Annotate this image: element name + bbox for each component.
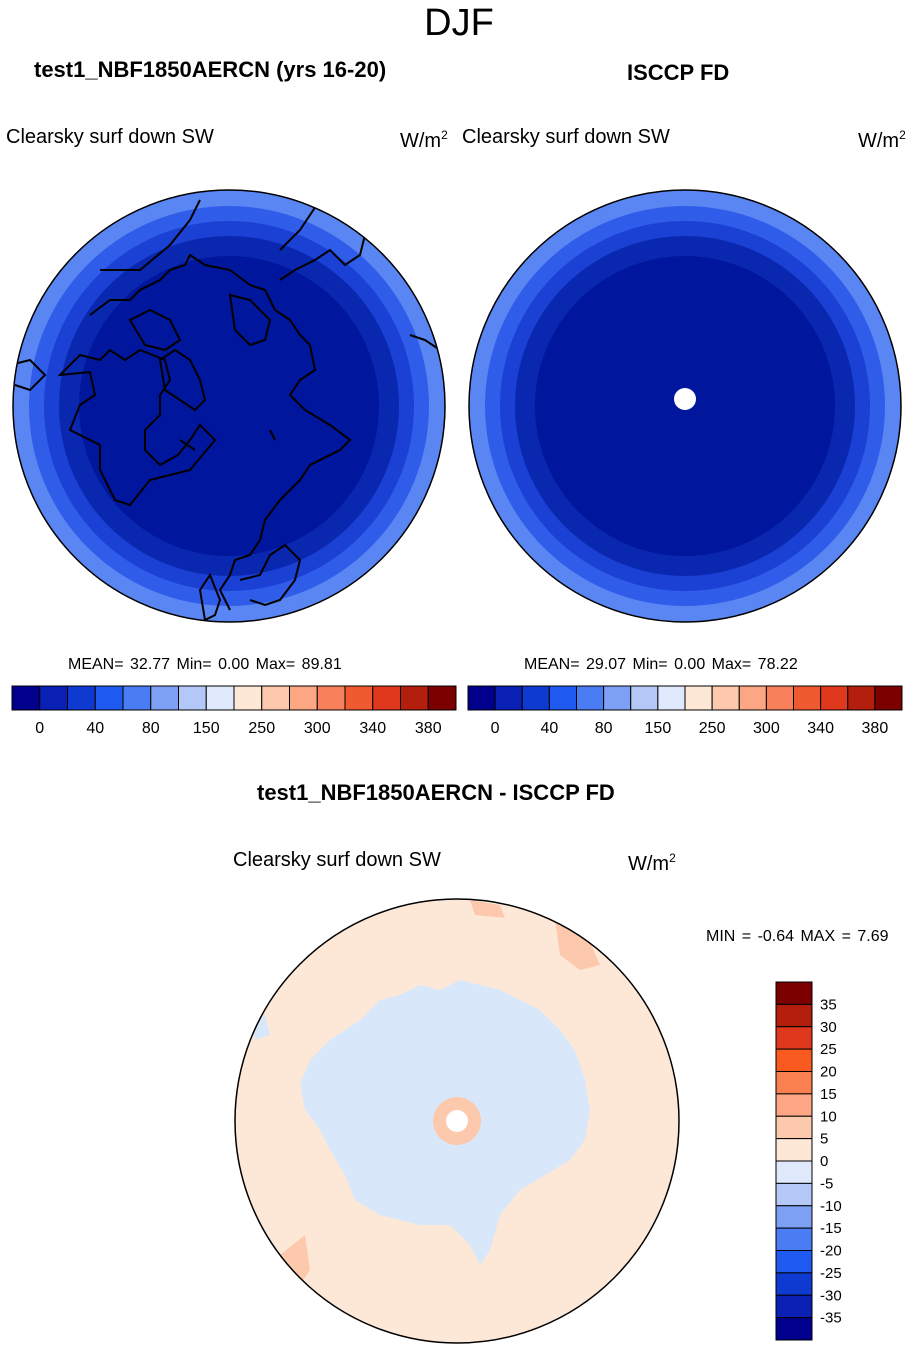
obs-panel-title: ISCCP FD — [627, 60, 730, 85]
diff-colorbar-level-label: -30 — [820, 1287, 842, 1304]
diff-units-label: W/m2 — [628, 851, 676, 875]
model-colorbar-tick-label: 150 — [193, 720, 220, 737]
model-colorbar-tick-label: 40 — [86, 720, 104, 737]
model-colorbar-box — [261, 685, 290, 711]
diff-colorbar-box — [775, 1138, 813, 1162]
obs-colorbar-tick-label: 340 — [807, 720, 834, 737]
diff-colorbar-box — [775, 1003, 813, 1028]
model-variable-label: Clearsky surf down SW — [6, 126, 214, 148]
obs-colorbar-tick-label: 40 — [540, 720, 558, 737]
obs-colorbar-box — [657, 685, 686, 711]
model-colorbar-tick-label: 300 — [304, 720, 331, 737]
model-colorbar-box — [427, 685, 457, 711]
obs-colorbar-box — [847, 685, 876, 711]
obs-variable-label: Clearsky surf down SW — [462, 126, 670, 148]
model-colorbar-box — [178, 685, 207, 711]
diff-missing-pole — [446, 1110, 468, 1132]
diff-colorbar-level-label: -25 — [820, 1265, 842, 1282]
diff-colorbar-box — [775, 1227, 813, 1251]
diff-field-positive-mid-n — [470, 900, 505, 918]
diff-colorbar-box — [775, 1294, 813, 1319]
diff-colorbar-box — [775, 1182, 813, 1207]
diff-colorbar-box — [775, 1026, 813, 1050]
diff-colorbar-level-label: -20 — [820, 1243, 842, 1260]
diff-colorbar-box — [775, 981, 813, 1005]
diff-colorbar-level-label: 35 — [820, 996, 837, 1013]
diff-colorbar-box — [775, 1317, 813, 1341]
model-colorbar-box — [67, 685, 96, 711]
model-panel-title: test1_NBF1850AERCN (yrs 16-20) — [34, 57, 387, 82]
model-colorbar-tick-label: 80 — [142, 720, 160, 737]
diff-colorbar-level-label: 25 — [820, 1041, 837, 1058]
model-colorbar-tick-label: 0 — [35, 720, 44, 737]
model-colorbar-tick-label: 340 — [359, 720, 386, 737]
diff-colorbar-box — [775, 1205, 813, 1229]
diff-variable-label: Clearsky surf down SW — [233, 849, 441, 871]
model-colorbar-box — [205, 685, 235, 711]
model-colorbar-box — [344, 685, 374, 711]
diff-colorbar-box — [775, 1160, 813, 1184]
model-stats: MEAN= 32.77 Min= 0.00 Max= 89.81 — [68, 656, 342, 673]
diff-colorbar-box — [775, 1048, 813, 1072]
obs-colorbar-tick-label: 250 — [699, 720, 726, 737]
obs-colorbar-box — [738, 685, 767, 711]
diff-colorbar-level-label: 30 — [820, 1019, 837, 1036]
obs-colorbar-box — [874, 685, 903, 711]
diff-colorbar-level-label: -10 — [820, 1198, 842, 1215]
model-colorbar-tick-label: 380 — [415, 720, 442, 737]
model-colorbar-box — [233, 685, 263, 711]
diff-colorbar-level-label: 10 — [820, 1108, 837, 1125]
diff-colorbar-level-label: -5 — [820, 1175, 833, 1192]
diff-colorbar-box — [775, 1071, 813, 1095]
obs-missing-pole — [674, 388, 696, 410]
obs-colorbar-box — [494, 685, 523, 711]
diff-colorbar-box — [775, 1250, 813, 1274]
diff-colorbar-level-label: 15 — [820, 1086, 837, 1103]
model-units-label: W/m2 — [400, 128, 448, 152]
model-colorbar-box — [372, 685, 401, 711]
obs-colorbar-tick-label: 380 — [862, 720, 889, 737]
diff-colorbar-box — [775, 1115, 813, 1140]
diff-colorbar-level-label: 5 — [820, 1131, 828, 1148]
obs-units-label: W/m2 — [858, 128, 906, 152]
model-colorbar-box — [289, 685, 318, 711]
obs-colorbar-tick-label: 150 — [645, 720, 672, 737]
diff-colorbar-box — [775, 1272, 813, 1296]
obs-colorbar-tick-label: 80 — [595, 720, 613, 737]
diff-colorbar-level-label: -35 — [820, 1310, 842, 1327]
obs-colorbar-box — [603, 685, 632, 711]
model-coastlines — [13, 193, 441, 622]
obs-stats: MEAN= 29.07 Min= 0.00 Max= 78.22 — [524, 656, 798, 673]
model-colorbar-box — [316, 685, 346, 711]
diff-colorbar-level-label: 0 — [820, 1153, 828, 1170]
obs-colorbar-tick-label: 0 — [491, 720, 500, 737]
diff-colorbar-box — [775, 1093, 813, 1117]
diff-field-positive-mid-ne — [555, 920, 600, 970]
obs-colorbar-box — [820, 685, 849, 711]
model-colorbar-box — [122, 685, 152, 711]
model-colorbar-box — [39, 685, 68, 711]
model-colorbar-tick-label: 250 — [248, 720, 275, 737]
model-ring-0 — [79, 256, 379, 556]
model-colorbar-box — [11, 685, 41, 711]
diff-panel-title: test1_NBF1850AERCN - ISCCP FD — [257, 780, 615, 805]
diff-minmax: MIN = -0.64 MAX = 7.69 — [706, 928, 889, 945]
figure-title: DJF — [424, 2, 494, 44]
diff-field-positive-mid-sw — [280, 1235, 310, 1285]
model-colorbar-box — [150, 685, 179, 711]
obs-colorbar-box — [576, 685, 605, 711]
diff-colorbar-level-label: 20 — [820, 1064, 837, 1081]
diff-colorbar-level-label: -15 — [820, 1220, 842, 1237]
obs-colorbar-box — [765, 685, 794, 711]
obs-colorbar-tick-label: 300 — [753, 720, 780, 737]
